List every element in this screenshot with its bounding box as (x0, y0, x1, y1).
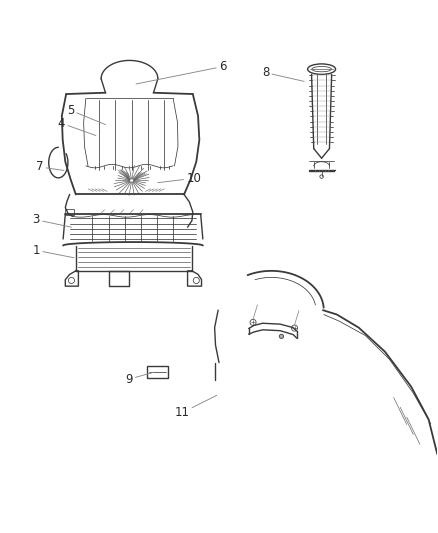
Text: 5: 5 (67, 104, 106, 125)
Text: 9: 9 (125, 372, 154, 386)
Bar (65, 209, 74, 215)
Text: 7: 7 (36, 160, 64, 173)
Text: 10: 10 (158, 172, 201, 185)
Text: 8: 8 (262, 66, 304, 82)
Circle shape (279, 334, 284, 338)
Text: 6: 6 (136, 60, 226, 84)
Bar (147, 366, 168, 378)
Text: 1: 1 (32, 244, 74, 258)
Text: 3: 3 (32, 213, 71, 227)
Text: 11: 11 (174, 395, 217, 419)
Text: 4: 4 (58, 117, 96, 135)
